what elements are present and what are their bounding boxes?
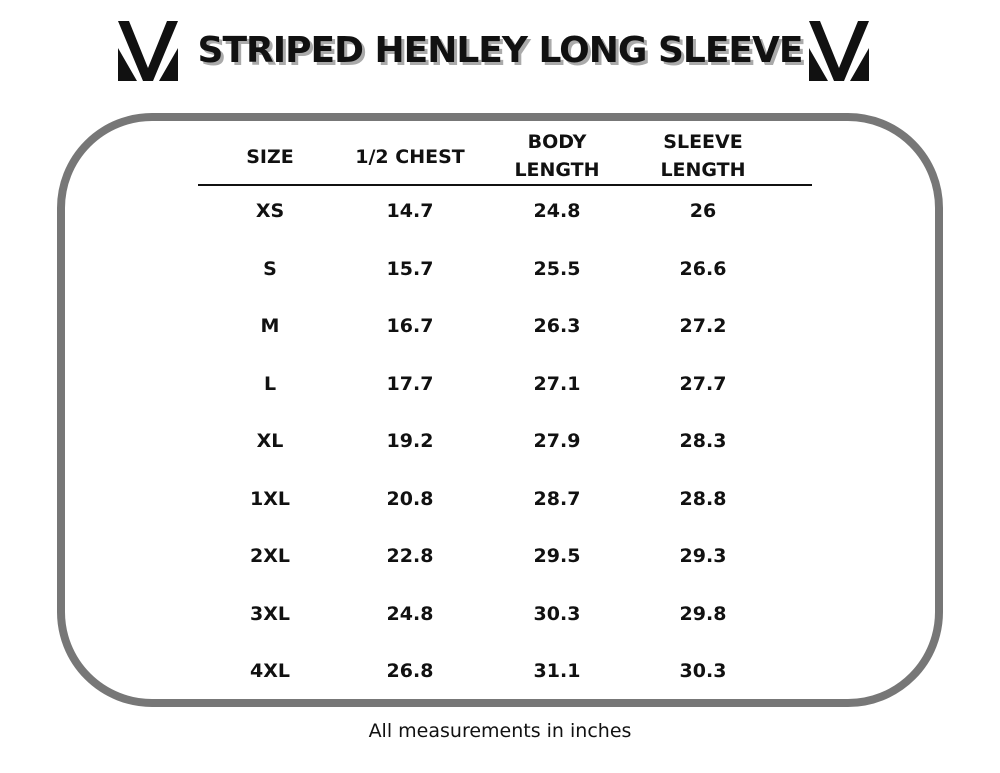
column-header: SLEEVE LENGTH xyxy=(660,131,746,181)
measure-cell: 30.3 xyxy=(533,602,581,625)
size-cell: 4XL xyxy=(250,660,290,682)
measure-cell: 27.7 xyxy=(679,372,727,395)
measure-cell: 14.7 xyxy=(386,200,434,222)
measure-cell: 20.8 xyxy=(386,487,434,510)
size-cell: 3XL xyxy=(250,602,290,625)
size-cell: L xyxy=(263,372,277,395)
measure-cell: 15.7 xyxy=(386,257,434,280)
measure-cell: 24.8 xyxy=(386,602,434,625)
size-cell: M xyxy=(260,315,280,337)
measure-cell: 27.1 xyxy=(533,372,581,395)
measure-cell: 27.2 xyxy=(679,315,727,337)
measure-cell: 17.7 xyxy=(386,372,434,395)
measure-cell: 22.8 xyxy=(386,545,434,567)
column-header: BODY LENGTH xyxy=(514,131,600,181)
column-header: 1/2 CHEST xyxy=(355,146,465,168)
measure-cell: 26 xyxy=(689,200,717,222)
measure-cell: 27.9 xyxy=(533,430,581,452)
logo-right xyxy=(809,21,869,81)
size-cell: XL xyxy=(256,430,284,452)
header-rule xyxy=(198,184,812,186)
measure-cell: 28.3 xyxy=(679,430,727,452)
measure-cell: 29.5 xyxy=(533,545,581,567)
measure-cell: 30.3 xyxy=(679,660,727,682)
measure-cell: 25.5 xyxy=(533,257,581,280)
size-cell: XS xyxy=(255,200,285,222)
logo-left xyxy=(118,21,178,81)
column-header: SIZE xyxy=(246,146,294,168)
footnote: All measurements in inches xyxy=(368,720,632,742)
measure-cell: 31.1 xyxy=(533,660,581,682)
measure-cell: 16.7 xyxy=(386,315,434,337)
size-cell: 2XL xyxy=(250,545,290,567)
measure-cell: 29.3 xyxy=(679,545,727,567)
measure-cell: 24.8 xyxy=(533,200,581,222)
title: STRIPED HENLEY LONG SLEEVE xyxy=(197,30,804,71)
measure-cell: 26.3 xyxy=(533,315,581,337)
measure-cell: 29.8 xyxy=(679,602,727,625)
size-cell: S xyxy=(263,257,277,280)
measure-cell: 26.8 xyxy=(386,660,434,682)
size-cell: 1XL xyxy=(250,487,290,510)
measure-cell: 28.7 xyxy=(533,487,581,510)
table-frame xyxy=(57,113,943,707)
measure-cell: 26.6 xyxy=(679,257,727,280)
measure-cell: 28.8 xyxy=(679,487,727,510)
measure-cell: 19.2 xyxy=(386,430,434,452)
